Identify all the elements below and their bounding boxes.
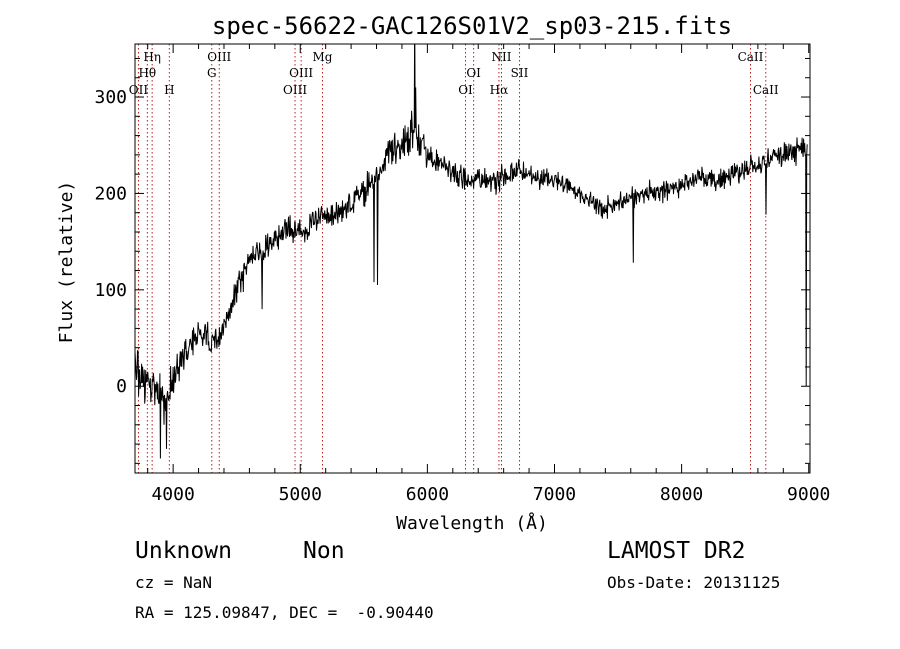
spectral-line-label: Hα bbox=[490, 83, 509, 97]
x-tick-label: 7000 bbox=[533, 484, 576, 505]
spectral-line-label: OI bbox=[458, 83, 473, 97]
spectral-line-label: CaII bbox=[753, 83, 779, 97]
obs-date: Obs-Date: 20131125 bbox=[607, 573, 781, 592]
spectral-line-label: H bbox=[164, 83, 174, 97]
plot-frame bbox=[134, 43, 811, 474]
spectral-line-label: CaII bbox=[738, 50, 764, 64]
x-tick-label: 4000 bbox=[151, 484, 194, 505]
spectral-line-label: OIII bbox=[289, 66, 313, 80]
object-class: Unknown bbox=[135, 538, 232, 564]
x-tick-label: 6000 bbox=[406, 484, 449, 505]
spectral-line-label: OI bbox=[466, 66, 481, 80]
spectral-line-label: Hθ bbox=[138, 66, 156, 80]
spectral-line-label: OIII bbox=[207, 50, 231, 64]
x-tick-label: 5000 bbox=[279, 484, 322, 505]
spectral-line-label: NII bbox=[491, 50, 511, 64]
y-axis-label: Flux (relative) bbox=[56, 181, 77, 344]
spectrum-trace bbox=[135, 44, 808, 459]
object-subclass: Non bbox=[303, 538, 345, 564]
spectral-line-label: Hη bbox=[143, 50, 161, 64]
spectral-line-label: SII bbox=[511, 66, 529, 80]
survey-label: LAMOST DR2 bbox=[607, 538, 746, 564]
x-tick-label: 9000 bbox=[787, 484, 830, 505]
axis-ticks bbox=[135, 44, 810, 473]
x-tick-label: 8000 bbox=[660, 484, 703, 505]
y-tick-label: 100 bbox=[94, 280, 127, 301]
spectral-line-markers bbox=[137, 44, 767, 473]
y-tick-label: 300 bbox=[94, 87, 127, 108]
chart-title: spec-56622-GAC126S01V2_sp03-215.fits bbox=[212, 12, 732, 40]
y-tick-label: 200 bbox=[94, 183, 127, 204]
x-axis-label: Wavelength (Å) bbox=[396, 512, 548, 534]
coordinates-readout: RA = 125.09847, DEC = -0.90440 bbox=[135, 603, 434, 622]
spectral-line-label: OIII bbox=[283, 83, 307, 97]
spectral-line-label: Mg bbox=[313, 50, 333, 64]
y-tick-label: 0 bbox=[116, 376, 127, 397]
spectral-line-label: G bbox=[207, 66, 217, 80]
axis-tick-labels: 4000 5000 6000 7000 8000 9000 0 100 200 300 bbox=[94, 87, 830, 505]
spectral-line-label: OII bbox=[129, 83, 149, 97]
redshift-readout: cz = NaN bbox=[135, 573, 213, 592]
